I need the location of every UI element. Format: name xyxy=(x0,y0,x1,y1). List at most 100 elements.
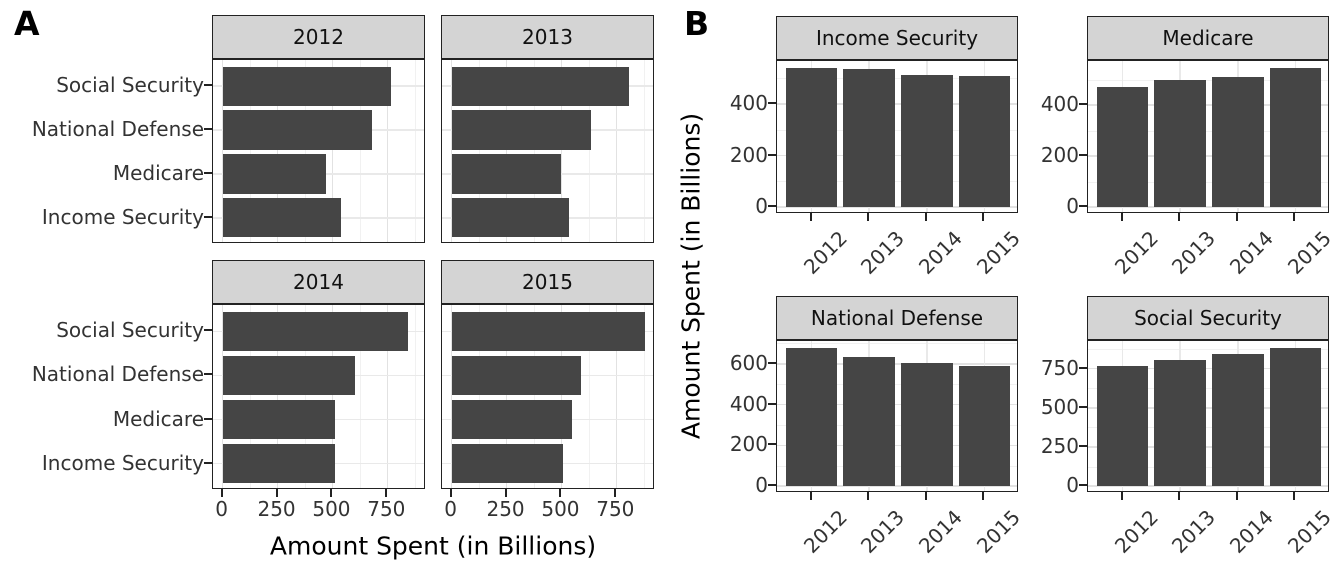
grid-minor-v xyxy=(643,305,645,488)
grid-minor-h xyxy=(1088,79,1328,81)
grid-major-v xyxy=(276,60,279,242)
facet-panel-social-security xyxy=(1087,340,1329,492)
grid-minor-h xyxy=(1088,130,1328,132)
grid-major-v xyxy=(505,305,508,488)
x-tick-label: 0 xyxy=(444,497,458,521)
bar-2014-medicare xyxy=(222,399,335,440)
x-tick-label-rotated: 2012 xyxy=(798,226,852,279)
x-tick-label: 250 xyxy=(486,497,525,521)
y-tick-mark xyxy=(1079,154,1087,157)
x-tick-mark xyxy=(449,489,452,497)
y-tick-label: 400 xyxy=(729,391,768,416)
grid-minor-v xyxy=(479,305,481,488)
grid-minor-v xyxy=(588,305,590,488)
grid-minor-v xyxy=(305,305,306,488)
bar-2012-medicare xyxy=(222,154,327,194)
bar-social-security-2014 xyxy=(1211,353,1264,487)
x-tick-label-rotated: 2012 xyxy=(1109,226,1163,279)
grid-minor-h xyxy=(777,424,1017,426)
grid-major-v xyxy=(615,60,618,242)
x-tick-label-rotated: 2012 xyxy=(798,505,852,558)
category-label: National Defense xyxy=(31,117,204,142)
bar-2014-income-security xyxy=(222,443,336,484)
facet-strip-medicare: Medicare xyxy=(1087,16,1329,60)
y-tick-mark xyxy=(768,361,776,364)
panel-a-letter: A xyxy=(14,4,40,43)
bar-2015-national-defense xyxy=(451,355,581,396)
bar-2014-social-security xyxy=(222,311,409,352)
y-tick-mark xyxy=(768,402,776,405)
grid-minor-h xyxy=(1088,427,1328,429)
grid-major-v xyxy=(331,60,334,242)
facet-strip-social-security: Social Security xyxy=(1087,296,1329,340)
grid-minor-h xyxy=(777,78,1017,80)
grid-major-h xyxy=(777,154,1017,157)
x-tick-label-rotated: 2012 xyxy=(1109,505,1163,558)
grid-major-v xyxy=(560,305,563,488)
x-tick-mark xyxy=(867,213,870,221)
grid-minor-h xyxy=(1088,466,1328,468)
y-tick-mark xyxy=(1079,444,1087,447)
category-label: Social Security xyxy=(56,73,204,98)
bar-national-defense-2014 xyxy=(900,363,953,487)
y-tick-mark xyxy=(204,84,212,87)
y-tick-mark xyxy=(768,443,776,446)
facet-panel-2014 xyxy=(212,304,425,489)
bar-2014-national-defense xyxy=(222,355,356,396)
grid-minor-h xyxy=(777,465,1017,467)
facet-panel-medicare xyxy=(1087,60,1329,213)
grid-major-v xyxy=(331,305,334,488)
x-tick-label-rotated: 2014 xyxy=(1224,226,1278,279)
x-tick-mark xyxy=(1293,213,1296,221)
y-tick-label: 400 xyxy=(1040,92,1079,117)
bar-social-security-2012 xyxy=(1096,365,1149,487)
grid-major-v xyxy=(221,60,224,242)
x-tick-mark xyxy=(614,489,617,497)
x-tick-mark xyxy=(330,489,333,497)
grid-minor-v xyxy=(414,60,416,242)
bar-medicare-2015 xyxy=(1269,67,1322,208)
y-tick-label: 200 xyxy=(1040,143,1079,168)
bar-income-security-2015 xyxy=(958,76,1011,208)
x-tick-mark xyxy=(924,492,927,500)
grid-major-v xyxy=(386,305,389,488)
category-label: Social Security xyxy=(56,318,204,343)
grid-minor-v xyxy=(479,60,481,242)
x-tick-mark xyxy=(924,213,927,221)
facet-panel-2015 xyxy=(441,304,654,489)
grid-minor-v xyxy=(534,60,535,242)
grid-major-h xyxy=(1088,406,1328,409)
x-tick-mark xyxy=(559,489,562,497)
grid-minor-h xyxy=(1088,181,1328,183)
grid-major-h xyxy=(1088,367,1328,370)
grid-major-h xyxy=(777,363,1017,365)
grid-minor-v xyxy=(414,305,416,488)
x-tick-mark xyxy=(982,492,985,500)
y-tick-mark xyxy=(1079,205,1087,208)
y-tick-label: 750 xyxy=(1040,355,1079,380)
grid-major-v xyxy=(450,60,453,242)
x-tick-mark xyxy=(1120,213,1123,221)
grid-major-h xyxy=(777,103,1017,105)
y-tick-label: 600 xyxy=(729,350,768,375)
x-tick-mark xyxy=(220,489,223,497)
panel-b-letter: B xyxy=(684,4,710,43)
y-tick-mark xyxy=(204,171,212,174)
bar-2013-income-security xyxy=(451,198,570,238)
facet-strip-national-defense: National Defense xyxy=(776,296,1018,340)
grid-major-h xyxy=(777,485,1017,487)
x-tick-mark xyxy=(1235,492,1238,500)
y-tick-mark xyxy=(204,461,212,464)
x-tick-label: 500 xyxy=(541,497,580,521)
y-tick-label: 500 xyxy=(1040,394,1079,419)
y-tick-label: 250 xyxy=(1040,433,1079,458)
x-tick-label: 0 xyxy=(215,497,229,521)
facet-strip-2012: 2012 xyxy=(212,15,425,59)
bar-national-defense-2015 xyxy=(958,366,1011,487)
category-label: Income Security xyxy=(41,204,204,229)
bar-2013-medicare xyxy=(451,154,561,194)
grid-major-h xyxy=(777,403,1017,406)
grid-major-v xyxy=(615,305,618,488)
facet-panel-2012 xyxy=(212,59,425,243)
